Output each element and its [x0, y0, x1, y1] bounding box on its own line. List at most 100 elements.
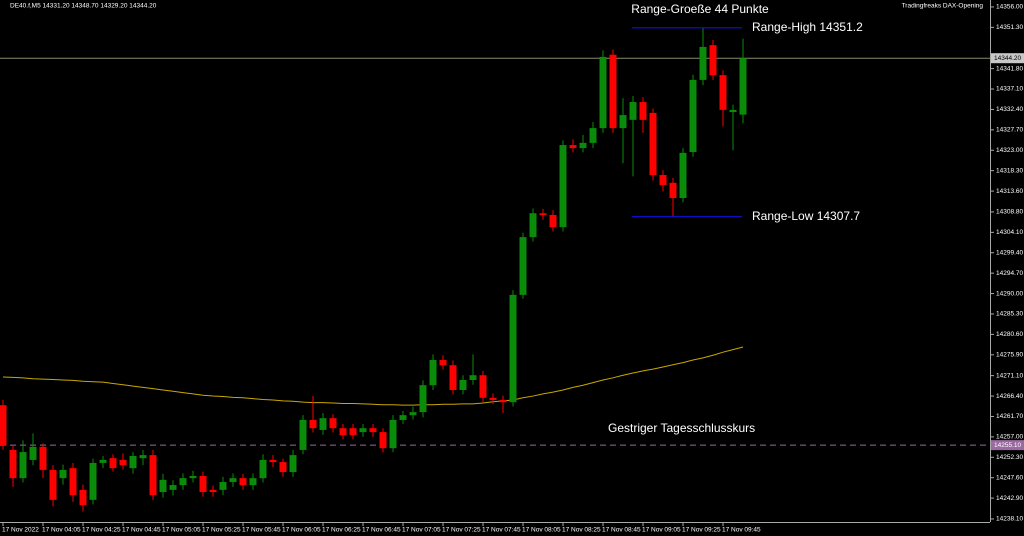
candle-body: [49, 469, 57, 500]
candle-body: [109, 458, 117, 469]
candle-body: [169, 485, 177, 490]
y-tick-label: 14257.00: [996, 434, 1023, 441]
y-tick-label: 14323.00: [996, 147, 1023, 154]
x-tick-label: 17 Nov 08:25: [562, 527, 601, 534]
candle-body: [489, 397, 497, 400]
candle-body: [189, 475, 197, 479]
x-tick-label: 17 Nov 07:05: [402, 527, 441, 534]
current-price-label: 14344.20: [994, 55, 1021, 62]
candle-body: [449, 365, 457, 390]
x-tick-label: 17 Nov 06:25: [322, 527, 361, 534]
candle-body: [209, 489, 217, 493]
candle-body: [589, 128, 597, 143]
range-low-label: Range-Low 14307.7: [752, 209, 860, 223]
candle-body: [139, 455, 147, 459]
y-tick-label: 14290.00: [996, 290, 1023, 297]
range-size: Range-Groeße 44 Punkte: [631, 2, 769, 16]
x-tick-label: 17 Nov 08:45: [602, 527, 641, 534]
candle-body: [19, 452, 27, 479]
candle-body: [509, 294, 517, 403]
candle-body: [329, 418, 337, 429]
indicator-name: Tradingfreaks DAX-Opening: [902, 3, 984, 10]
y-tick-label: 14238.10: [996, 516, 1023, 523]
candle-body: [569, 145, 577, 149]
candle-body: [359, 428, 367, 433]
candle-body: [729, 109, 737, 113]
candle-body: [599, 56, 607, 129]
x-tick-label: 17 Nov 05:05: [162, 527, 201, 534]
x-tick-label: 17 Nov 05:45: [242, 527, 281, 534]
candle-body: [469, 375, 477, 380]
y-tick-label: 14327.70: [996, 127, 1023, 134]
candle-body: [39, 446, 47, 470]
candle-body: [289, 455, 297, 473]
candle-body: [459, 379, 467, 390]
x-tick-label: 17 Nov 04:05: [42, 527, 81, 534]
y-tick-label: 14252.30: [996, 454, 1023, 461]
y-tick-label: 14299.40: [996, 249, 1023, 256]
candle-body: [369, 428, 377, 433]
candle-body: [679, 152, 687, 199]
y-tick-label: 14337.10: [996, 86, 1023, 93]
candle-body: [69, 468, 77, 496]
candle-body: [499, 399, 507, 403]
candle-body: [349, 428, 357, 436]
current-price-box: [991, 53, 1024, 64]
candle-body: [659, 175, 667, 186]
candle-body: [409, 412, 417, 416]
y-tick-label: 14318.30: [996, 167, 1023, 174]
candle-body: [309, 419, 317, 429]
previous-close-box: [991, 440, 1024, 451]
previous-close-price: 14255.10: [994, 442, 1021, 449]
candle-body: [439, 360, 447, 366]
candle-body: [149, 455, 157, 496]
y-tick-label: 14351.30: [996, 24, 1023, 31]
candle-body: [99, 459, 107, 463]
candle-body: [0, 405, 7, 446]
x-tick-label: 17 Nov 08:05: [522, 527, 561, 534]
candle-body: [179, 478, 187, 486]
candle-body: [739, 58, 747, 115]
x-tick-label: 17 Nov 09:05: [642, 527, 681, 534]
x-tick-label: 17 Nov 09:45: [722, 527, 761, 534]
x-tick-label: 17 Nov 04:25: [82, 527, 121, 534]
candle-body: [299, 419, 307, 450]
y-tick-label: 14341.80: [996, 65, 1023, 72]
candle-body: [119, 459, 127, 466]
candle-body: [649, 112, 657, 176]
candle-body: [669, 182, 677, 199]
x-tick-label: 17 Nov 04:45: [122, 527, 161, 534]
candle-body: [379, 432, 387, 449]
candle-body: [529, 213, 537, 238]
moving-average: [2, 346, 744, 406]
y-tick-label: 14247.60: [996, 474, 1023, 481]
previous-close-label: Gestriger Tagesschlusskurs: [608, 421, 755, 435]
candle-body: [249, 478, 257, 486]
candle-body: [709, 45, 717, 76]
x-tick-label: 17 Nov 07:25: [442, 527, 481, 534]
y-tick-label: 14242.90: [996, 495, 1023, 502]
x-tick-label: 17 Nov 06:05: [282, 527, 321, 534]
candle-body: [129, 455, 137, 469]
candle-body: [159, 479, 167, 493]
y-tick-label: 14266.40: [996, 393, 1023, 400]
x-tick-label: 17 Nov 2022: [2, 527, 39, 534]
range-high-label: Range-High 14351.2: [752, 20, 863, 34]
y-tick-label: 14313.60: [996, 188, 1023, 195]
candle-body: [629, 102, 637, 120]
candle-body: [639, 102, 647, 120]
candle-body: [539, 213, 547, 215]
candle-body: [609, 54, 617, 129]
y-tick-label: 14356.00: [996, 4, 1023, 11]
candle-body: [689, 79, 697, 152]
chart-title: DE40.f,M5 14331.20 14348.70 14329.20 143…: [10, 3, 157, 10]
y-tick-label: 14304.10: [996, 229, 1023, 236]
candle-body: [219, 482, 227, 490]
x-tick-label: 17 Nov 05:25: [202, 527, 241, 534]
candle-body: [9, 449, 17, 479]
candle-body: [199, 475, 207, 493]
x-tick-label: 17 Nov 07:45: [482, 527, 521, 534]
candle-body: [699, 46, 707, 80]
candle-body: [579, 142, 587, 149]
